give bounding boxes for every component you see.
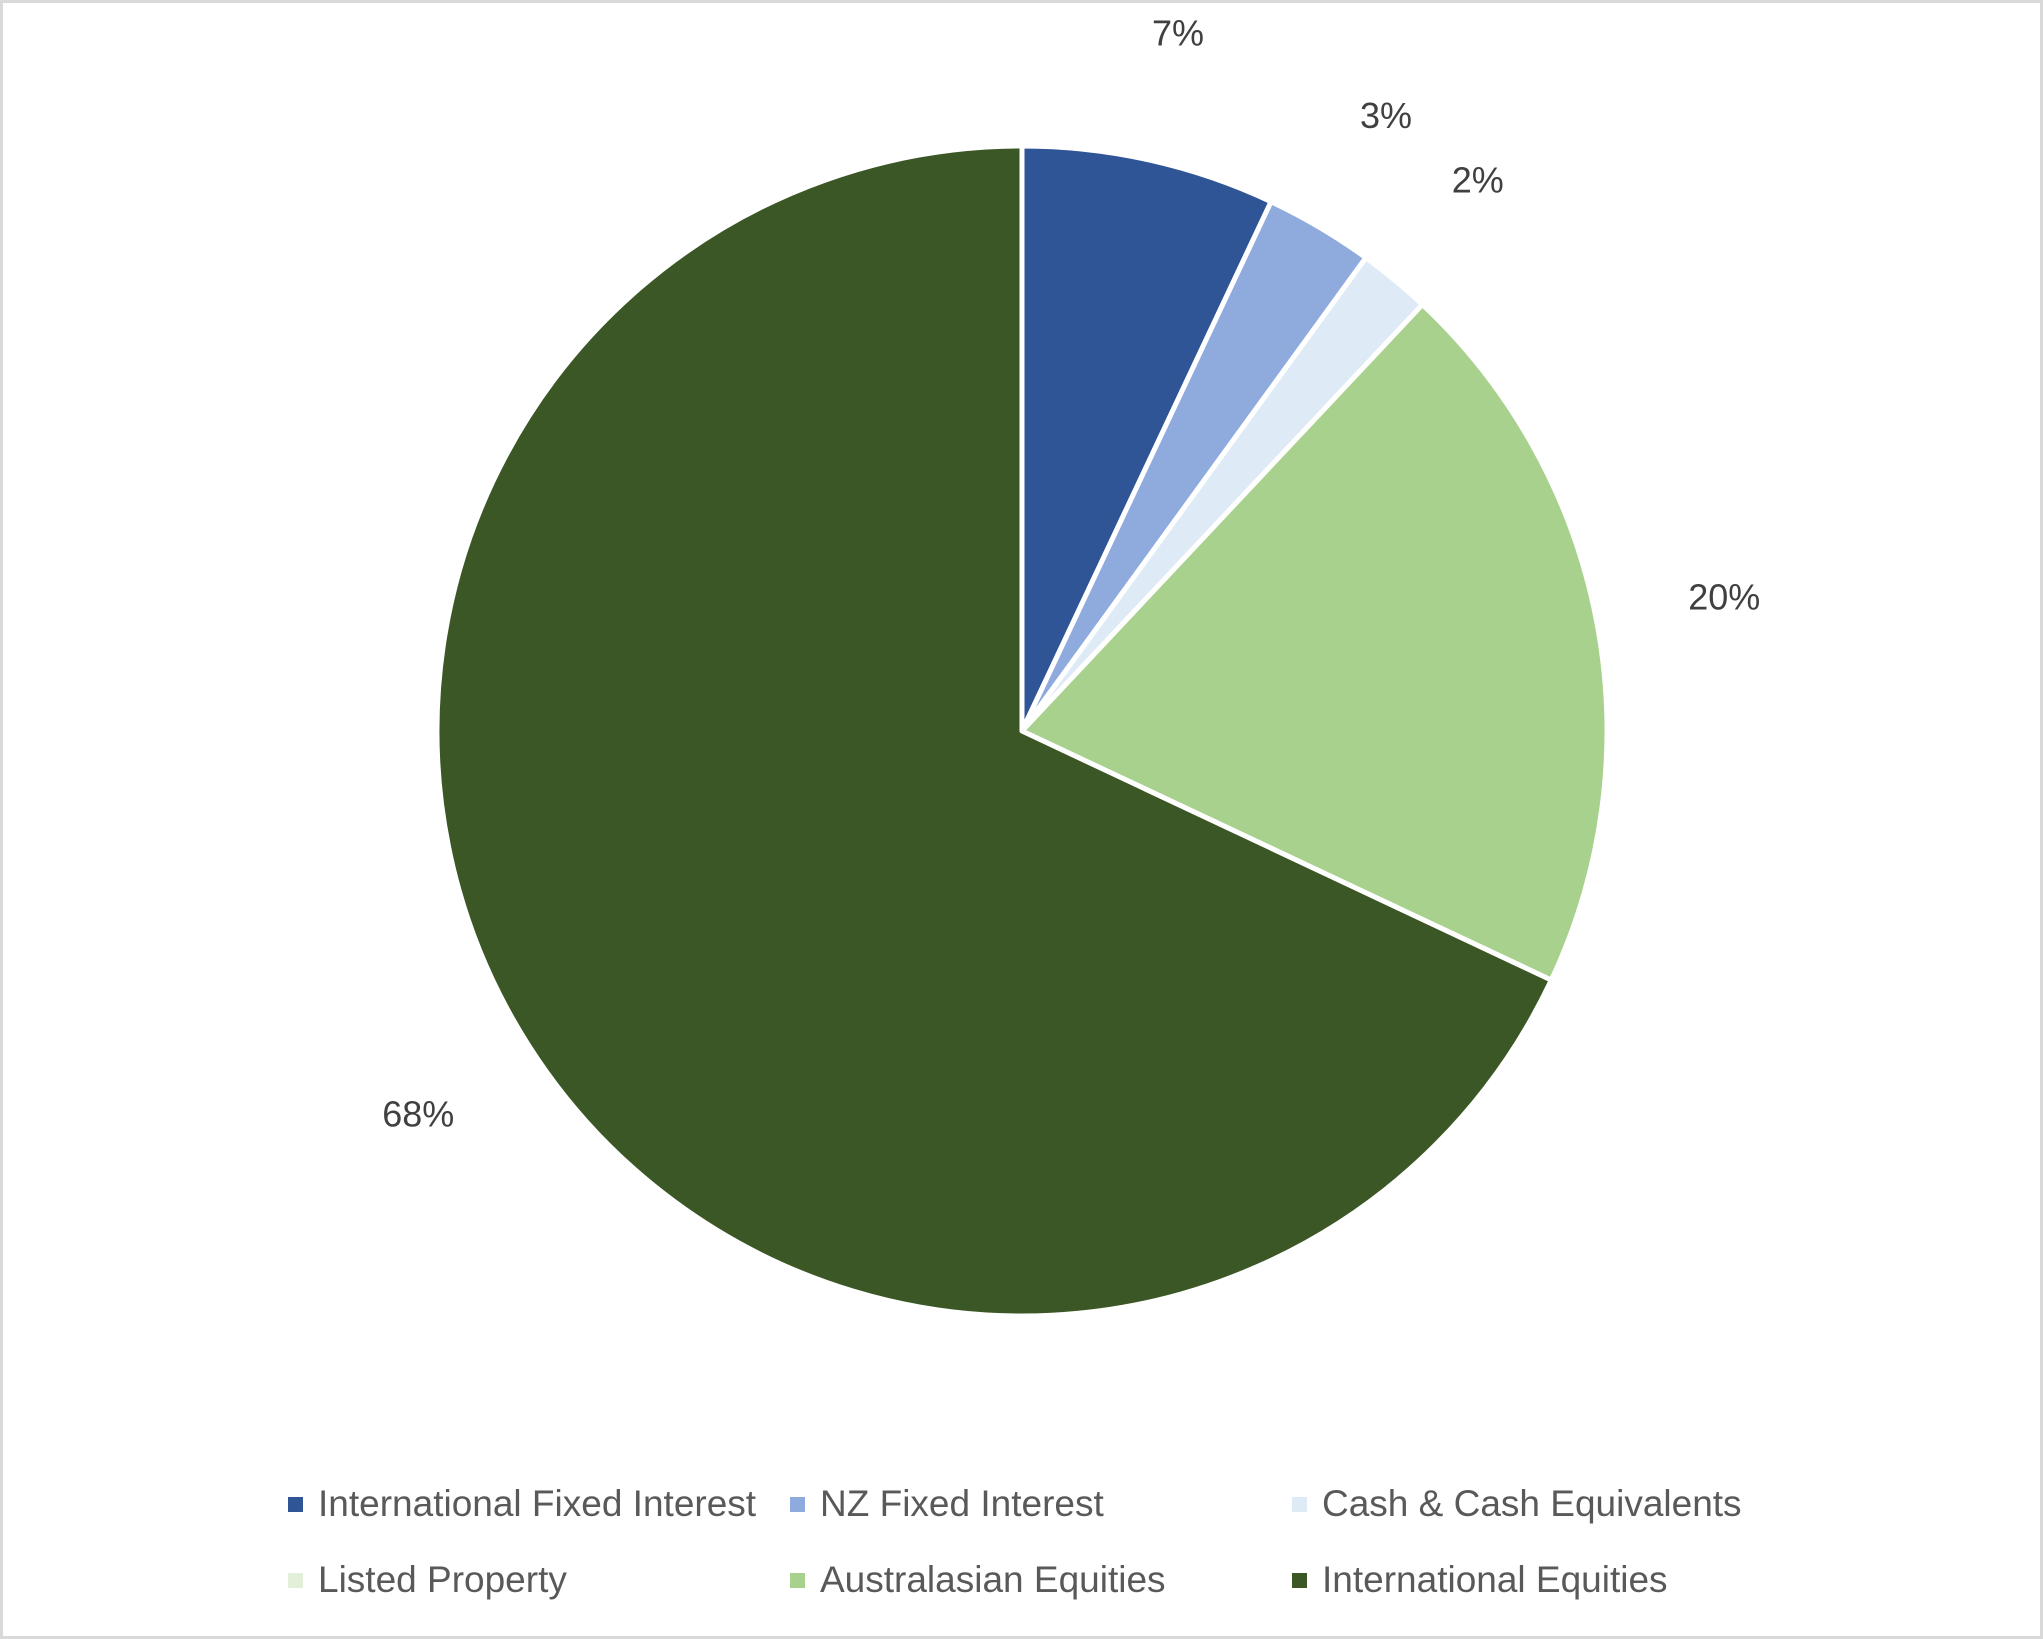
pie-slice-international-equities — [434, 143, 1554, 1319]
pie-slice-australasian-equities — [1019, 302, 1610, 983]
pie-chart: 7% 3% 2% 20% 68% — [382, 13, 1760, 1319]
data-label: 2% — [1452, 160, 1504, 201]
data-label: 7% — [1152, 13, 1204, 54]
data-label: 3% — [1360, 95, 1412, 136]
data-label: 20% — [1688, 577, 1760, 618]
data-label: 68% — [382, 1094, 454, 1135]
pie-slice-international-fixed-interest — [1019, 143, 1274, 734]
